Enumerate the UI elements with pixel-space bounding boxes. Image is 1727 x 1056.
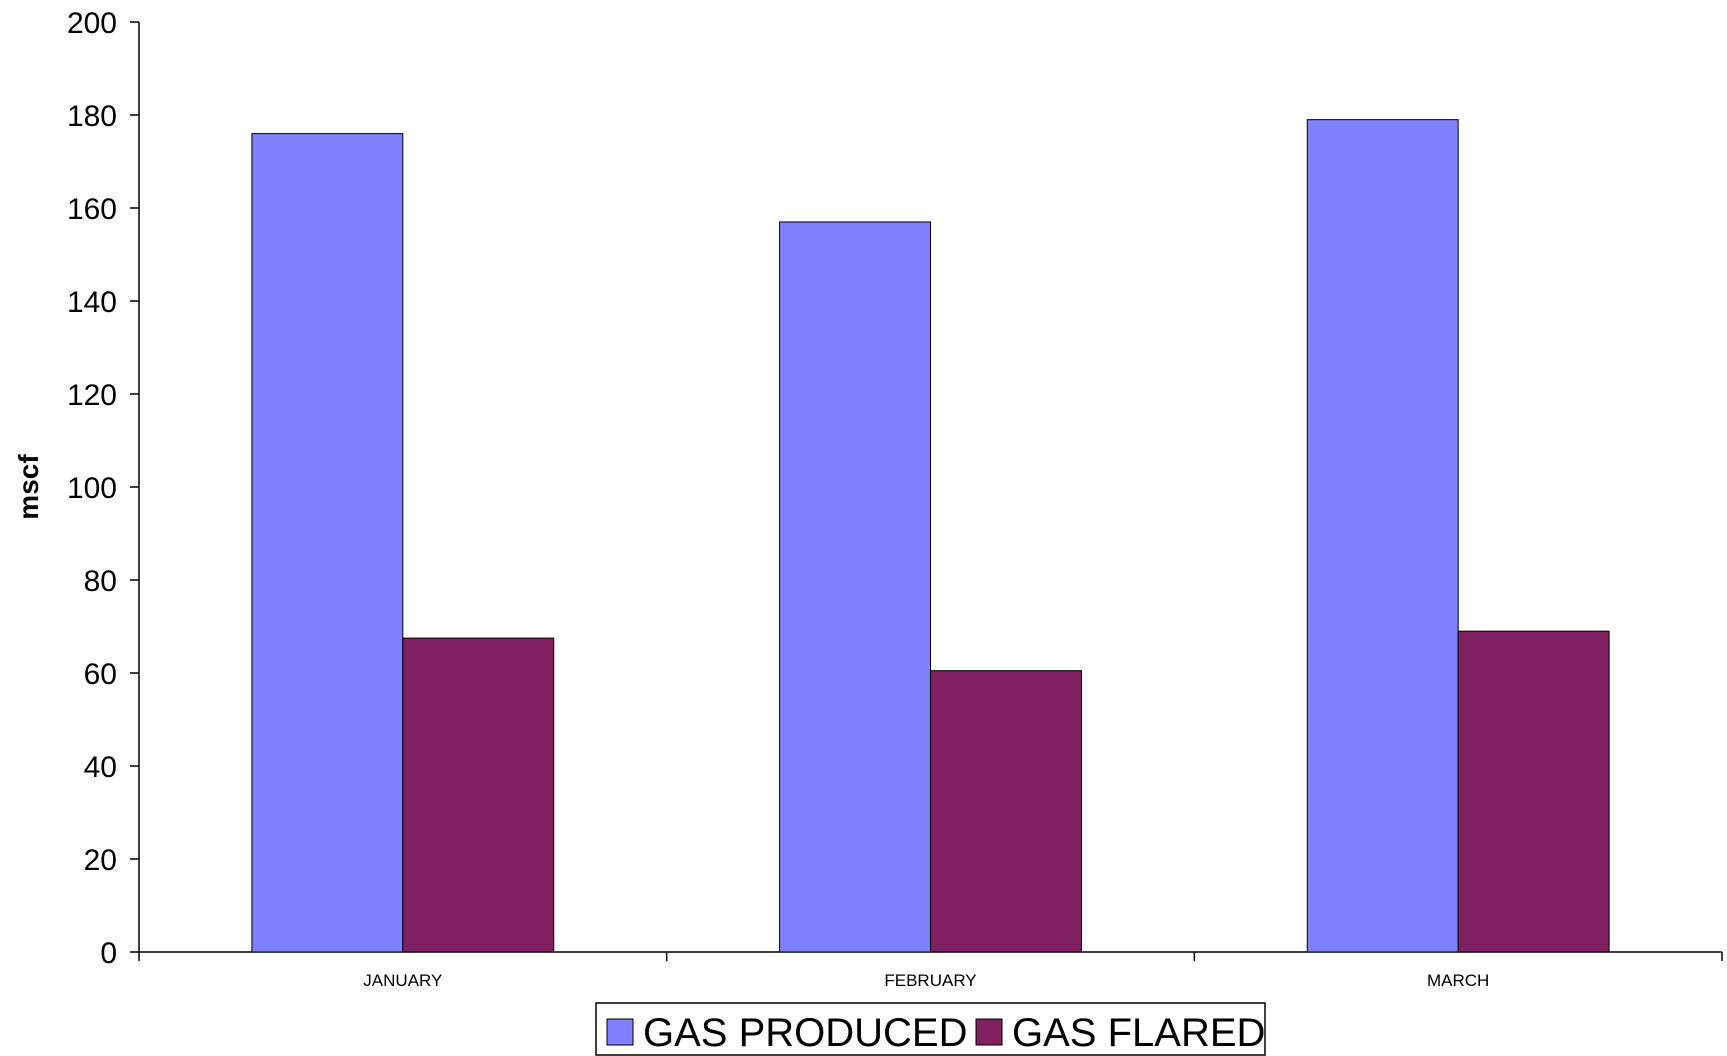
y-axis-label: mscf <box>13 454 44 520</box>
legend: GAS PRODUCED GAS FLARED <box>595 1002 1266 1056</box>
x-tick-label: JANUARY <box>363 971 442 990</box>
bar-gas-flared-january <box>402 637 555 953</box>
y-tick-label: 0 <box>100 937 117 970</box>
y-tick-label: 80 <box>84 565 117 598</box>
y-tick-label: 40 <box>84 751 117 784</box>
y-tick-label: 200 <box>67 7 117 40</box>
x-tick-label: MARCH <box>1427 971 1489 990</box>
y-tick-label: 100 <box>67 472 117 505</box>
x-tick-label: FEBRUARY <box>884 971 976 990</box>
y-tick-label: 180 <box>67 100 117 133</box>
legend-label-gas-produced: GAS PRODUCED <box>643 1011 968 1055</box>
bar-gas-flared-march <box>1457 630 1610 953</box>
legend-swatch-gas-produced <box>606 1018 634 1046</box>
bar-gas-produced-march <box>1306 119 1459 953</box>
y-tick-label: 20 <box>84 844 117 877</box>
bar-gas-produced-february <box>779 221 932 953</box>
legend-label-gas-flared: GAS FLARED <box>1012 1011 1265 1055</box>
y-tick-label: 140 <box>67 286 117 319</box>
bar-gas-produced-january <box>251 133 404 953</box>
bar-gas-flared-february <box>930 670 1082 953</box>
y-tick-label: 60 <box>84 658 117 691</box>
legend-swatch-gas-flared <box>975 1018 1003 1046</box>
plot-area: 0 20 40 60 80 100 120 140 160 180 200 JANUARY FEBRUA… <box>67 7 1723 990</box>
legend-frame <box>595 1002 1266 1056</box>
y-tick-label: 120 <box>67 379 117 412</box>
y-tick-label: 160 <box>67 193 117 226</box>
